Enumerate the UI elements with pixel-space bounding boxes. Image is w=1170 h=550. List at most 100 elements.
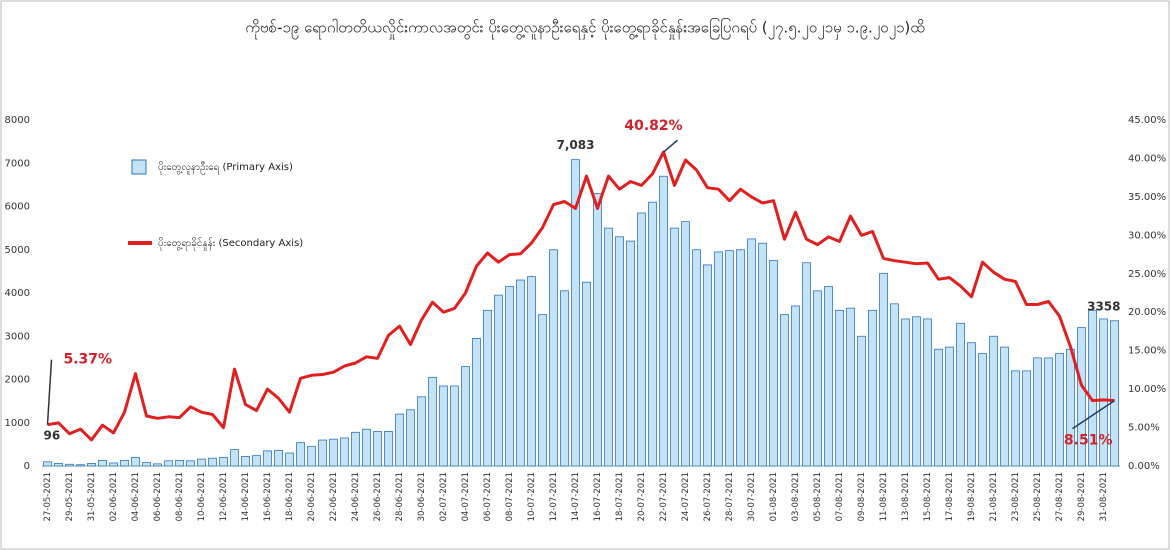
x-tick-label: 02-07-2021 bbox=[439, 472, 449, 521]
y2-tick-label: 15.00% bbox=[1128, 346, 1166, 357]
x-tick-label: 31-08-2021 bbox=[1099, 472, 1109, 521]
bar bbox=[285, 452, 294, 467]
bar bbox=[153, 463, 162, 467]
x-tick-label: 05-08-2021 bbox=[813, 472, 823, 521]
x-tick-label: 10-06-2021 bbox=[197, 472, 207, 521]
bar bbox=[857, 335, 866, 467]
x-tick-label: 12-07-2021 bbox=[549, 472, 559, 521]
legend-label: ပိုးတွေ့လူနာဦးရေ (Primary Axis) bbox=[158, 160, 293, 175]
bar bbox=[747, 238, 756, 467]
bar bbox=[219, 456, 228, 467]
y2-tick-label: 10.00% bbox=[1128, 384, 1166, 395]
x-tick-label: 15-08-2021 bbox=[923, 472, 933, 521]
y-tick-label: 0 bbox=[24, 461, 30, 472]
bar bbox=[494, 294, 503, 467]
bar bbox=[1022, 370, 1031, 467]
bar bbox=[1011, 370, 1020, 467]
x-tick-label: 10-07-2021 bbox=[527, 472, 537, 521]
bar bbox=[120, 459, 129, 467]
leader bbox=[663, 139, 678, 153]
x-tick-label: 18-06-2021 bbox=[285, 472, 295, 521]
bar bbox=[109, 462, 118, 467]
bar bbox=[164, 460, 173, 467]
bar bbox=[879, 273, 888, 467]
y-tick-label: 4000 bbox=[5, 288, 30, 299]
bar bbox=[307, 446, 316, 467]
bar bbox=[604, 227, 613, 467]
x-tick-label: 11-08-2021 bbox=[879, 472, 889, 521]
bar bbox=[318, 439, 327, 467]
x-tick-label: 16-07-2021 bbox=[593, 472, 603, 521]
bar bbox=[1033, 357, 1042, 467]
bar bbox=[197, 458, 206, 467]
x-tick-label: 17-08-2021 bbox=[945, 472, 955, 521]
bar bbox=[725, 250, 734, 467]
x-tick-label: 19-08-2021 bbox=[967, 472, 977, 521]
bar bbox=[813, 290, 822, 467]
x-tick-label: 25-08-2021 bbox=[1033, 472, 1043, 521]
y-tick-label: 8000 bbox=[5, 115, 30, 126]
x-tick-label: 29-05-2021 bbox=[65, 472, 75, 521]
bar bbox=[835, 309, 844, 467]
bar bbox=[714, 251, 723, 467]
bar bbox=[560, 290, 569, 467]
bar bbox=[439, 385, 448, 467]
y-tick-label: 7000 bbox=[5, 158, 30, 169]
x-tick-label: 03-08-2021 bbox=[791, 472, 801, 521]
x-tick-label: 30-06-2021 bbox=[417, 472, 427, 521]
bar bbox=[692, 249, 701, 467]
bar bbox=[54, 463, 63, 467]
x-tick-label: 20-06-2021 bbox=[307, 472, 317, 521]
x-tick-label: 20-07-2021 bbox=[637, 472, 647, 521]
x-tick-label: 27-08-2021 bbox=[1055, 472, 1065, 521]
x-tick-label: 24-07-2021 bbox=[681, 472, 691, 521]
bar bbox=[505, 286, 514, 467]
bar bbox=[428, 376, 437, 467]
bar bbox=[450, 385, 459, 467]
bar bbox=[670, 227, 679, 467]
bar bbox=[637, 212, 646, 467]
bar bbox=[461, 366, 470, 467]
bar bbox=[901, 318, 910, 467]
bar bbox=[780, 314, 789, 467]
bar bbox=[395, 413, 404, 467]
y-tick-label: 5000 bbox=[5, 245, 30, 256]
x-tick-label: 06-06-2021 bbox=[153, 472, 163, 521]
bar bbox=[967, 342, 976, 467]
y2-tick-label: 45.00% bbox=[1128, 115, 1166, 126]
y2-tick-label: 25.00% bbox=[1128, 269, 1166, 280]
x-tick-label: 26-07-2021 bbox=[703, 472, 713, 521]
x-tick-label: 23-08-2021 bbox=[1011, 472, 1021, 521]
x-tick-label: 28-07-2021 bbox=[725, 472, 735, 521]
bar bbox=[175, 459, 184, 467]
bar bbox=[1077, 327, 1086, 467]
data-label: 3358 bbox=[1087, 299, 1120, 313]
bar bbox=[1110, 320, 1119, 467]
x-tick-label: 16-06-2021 bbox=[263, 472, 273, 521]
y-tick-label: 3000 bbox=[5, 331, 30, 342]
x-tick-label: 12-06-2021 bbox=[219, 472, 229, 521]
x-tick-label: 04-06-2021 bbox=[131, 472, 141, 521]
bar bbox=[329, 438, 338, 467]
bar bbox=[142, 462, 151, 467]
leader bbox=[1072, 399, 1115, 430]
bar bbox=[615, 236, 624, 467]
bar bbox=[362, 428, 371, 467]
bar bbox=[802, 262, 811, 467]
bar bbox=[626, 240, 635, 467]
bar bbox=[1000, 346, 1009, 467]
y2-tick-label: 35.00% bbox=[1128, 192, 1166, 203]
bar bbox=[296, 442, 305, 467]
bar bbox=[769, 260, 778, 467]
bar bbox=[406, 409, 415, 467]
legend-swatch bbox=[131, 159, 147, 175]
x-tick-label: 01-08-2021 bbox=[769, 472, 779, 521]
bar bbox=[252, 455, 261, 467]
bar bbox=[648, 201, 657, 467]
bar bbox=[417, 396, 426, 467]
bar bbox=[890, 303, 899, 467]
bar bbox=[593, 193, 602, 467]
bar bbox=[43, 461, 52, 467]
bar bbox=[472, 338, 481, 467]
